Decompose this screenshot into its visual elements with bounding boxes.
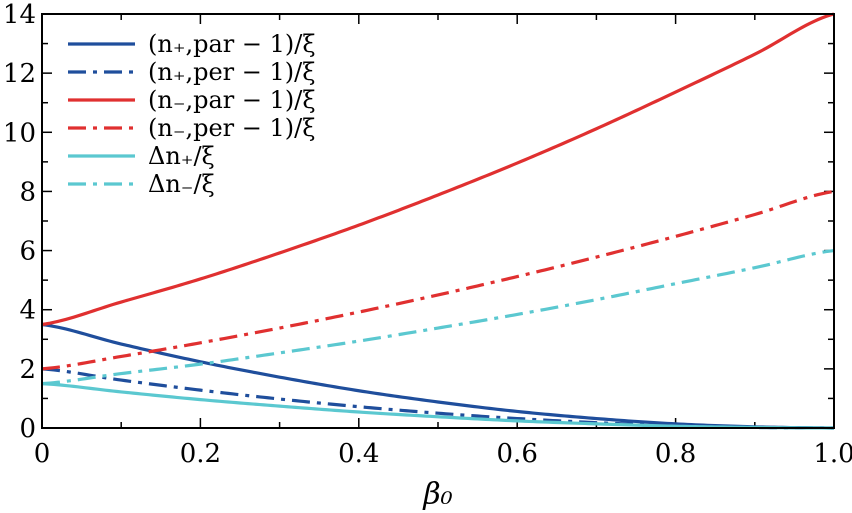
y-tick-label: 6	[19, 237, 36, 267]
y-tick-label: 4	[19, 296, 36, 326]
legend: (n₊,par − 1)/ξ(n₊,per − 1)/ξ(n₋,par − 1)…	[68, 30, 316, 198]
legend-label-3: (n₋,per − 1)/ξ	[148, 114, 315, 142]
plot-frame	[41, 13, 835, 429]
x-tick-label: 0.6	[497, 439, 538, 469]
y-tick-label: 10	[3, 118, 36, 148]
legend-label-2: (n₋,par − 1)/ξ	[148, 86, 316, 114]
y-tick-label: 0	[19, 414, 36, 444]
series-line-1	[41, 367, 835, 430]
legend-label-1: (n₊,per − 1)/ξ	[148, 58, 315, 86]
series-line-2	[41, 12, 835, 327]
series-line-4	[41, 382, 835, 430]
x-axis-title: β₀	[422, 477, 452, 512]
y-tick-label: 14	[3, 0, 36, 30]
series-layer	[41, 12, 835, 430]
legend-label-5: Δn₋/ξ	[148, 170, 215, 198]
x-tick-label: 0	[34, 439, 51, 469]
series-line-3	[41, 189, 835, 371]
y-tick-label: 2	[19, 355, 36, 385]
series-line-5	[41, 248, 835, 386]
x-tick-label: 0.2	[180, 439, 221, 469]
x-tick-label: 1.0	[813, 439, 852, 469]
legend-label-0: (n₊,par − 1)/ξ	[148, 30, 316, 58]
x-tick-label: 0.4	[338, 439, 379, 469]
legend-label-4: Δn₊/ξ	[148, 142, 215, 170]
y-tick-label: 12	[3, 59, 36, 89]
tick-labels: 0 0.2 0.4 0.6 0.8 1.0 0 2 4 6 8 10 12 14	[3, 0, 852, 469]
y-tick-label: 8	[19, 177, 36, 207]
x-tick-label: 0.8	[655, 439, 696, 469]
